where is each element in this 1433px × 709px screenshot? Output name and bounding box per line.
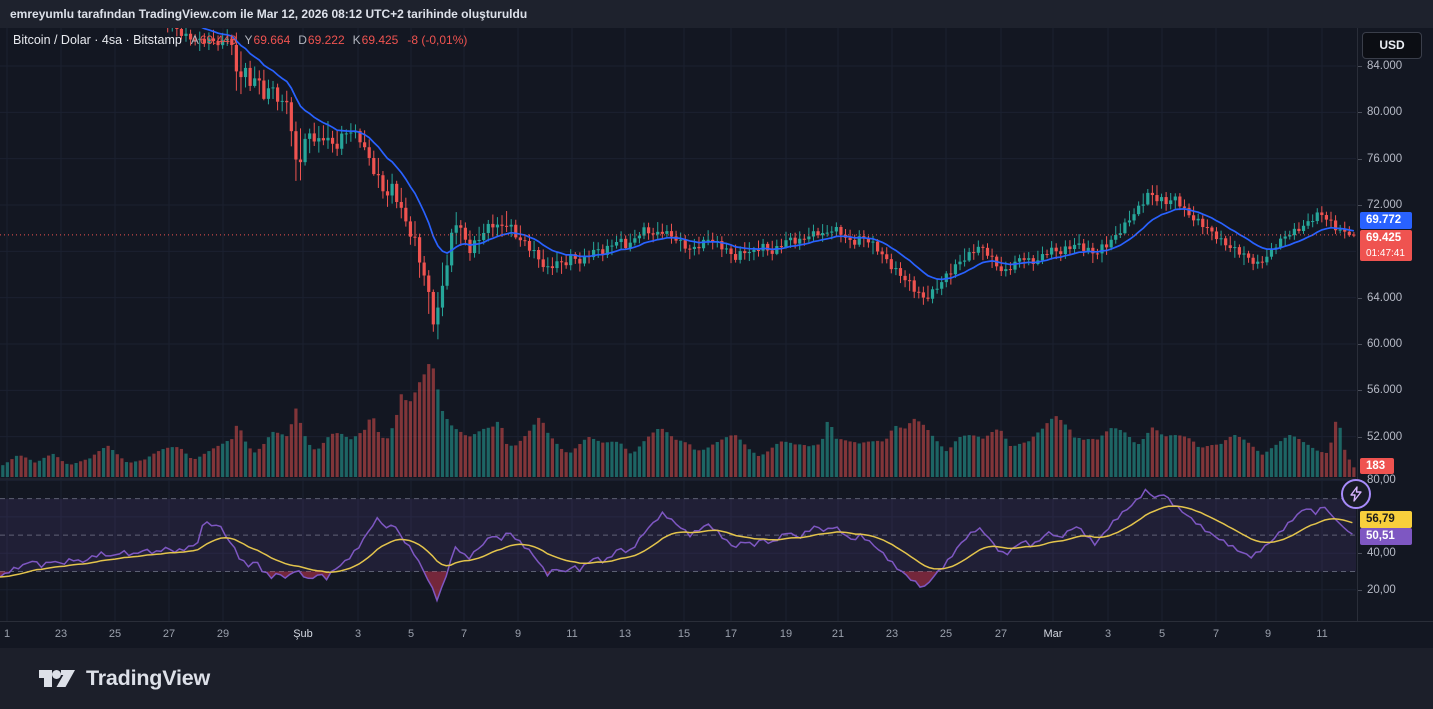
time-axis-label: 1 <box>3 628 11 640</box>
ohlc-value: 69.664 <box>253 33 291 47</box>
time-axis-label: 27 <box>994 628 1008 640</box>
price-axis-label: 56.000 <box>1367 384 1403 397</box>
ohlc-value: 69.425 <box>361 33 399 47</box>
time-axis-label: 23 <box>54 628 68 640</box>
axis-tick <box>1358 343 1362 345</box>
axis-tick <box>1358 589 1362 591</box>
time-axis-label: 23 <box>885 628 899 640</box>
time-axis-label: 29 <box>216 628 230 640</box>
rsi-ma-line <box>0 505 1353 578</box>
rsi-value-badge: 50,51 <box>1360 528 1412 545</box>
grid-layer <box>0 28 1356 621</box>
rsi-ma-value-badge: 56,79 <box>1360 511 1412 528</box>
attribution-text: emreyumlu tarafından TradingView.com ile… <box>10 7 528 21</box>
time-axis-label: 19 <box>779 628 793 640</box>
axis-tick <box>1358 66 1362 67</box>
attribution-bar: emreyumlu tarafından TradingView.com ile… <box>0 0 1433 28</box>
ohlc-value: 69.222 <box>307 33 345 47</box>
time-axis-label: 15 <box>677 628 691 640</box>
time-axis-label: 11 <box>566 628 578 640</box>
time-axis-label: 9 <box>1264 628 1272 640</box>
ohlc-label: A <box>190 33 199 47</box>
axis-tick <box>1358 553 1362 555</box>
axis-tick <box>1358 390 1362 392</box>
ma-line <box>201 28 1355 281</box>
price-axis-label: 40,00 <box>1367 547 1396 560</box>
price-axis-label: 64.000 <box>1367 291 1403 304</box>
axis-tick <box>1358 297 1362 299</box>
time-axis-label: 21 <box>831 628 845 640</box>
axis-tick <box>1358 158 1362 160</box>
time-axis-label: 27 <box>162 628 176 640</box>
time-axis-label: 25 <box>108 628 122 640</box>
time-axis-label: 5 <box>407 628 415 640</box>
ohlc-label: K <box>352 33 361 47</box>
time-axis-label: 3 <box>354 628 362 640</box>
volume-layer <box>1 364 1356 477</box>
time-axis-label: 7 <box>1212 628 1220 640</box>
ma-line-layer <box>201 28 1355 281</box>
candles-layer <box>167 28 1356 340</box>
time-axis-label: 3 <box>1104 628 1112 640</box>
ma-value-badge: 69.772 <box>1360 212 1412 229</box>
symbol-legend[interactable]: Bitcoin / Dolar · 4sa · Bitstamp A 69.448… <box>13 33 467 47</box>
time-axis-label: 11 <box>1316 628 1328 640</box>
axis-tick <box>1358 112 1362 114</box>
tradingview-wordmark[interactable]: TradingView <box>86 666 211 690</box>
tradingview-logo-icon[interactable] <box>37 667 77 690</box>
price-axis[interactable]: USD 84.000 80.000 76.000 72.000 64.000 60.000… <box>1357 28 1433 648</box>
time-axis-label: 7 <box>460 628 468 640</box>
last-price-value: 69.425 <box>1366 232 1402 244</box>
time-axis-label: 13 <box>618 628 632 640</box>
ohlc-pair: A 69.448 <box>191 33 237 47</box>
bar-countdown: 01:47:41 <box>1366 248 1405 259</box>
price-axis-label: 20,00 <box>1367 583 1396 596</box>
ohlc-label: Y <box>244 33 253 47</box>
symbol-title[interactable]: Bitcoin / Dolar · 4sa · Bitstamp <box>13 33 182 47</box>
price-axis-label: 76.000 <box>1367 152 1403 165</box>
time-axis-month-label: Şub <box>293 628 313 640</box>
volume-value-badge: 183 <box>1360 458 1394 474</box>
axis-tick <box>1358 436 1362 438</box>
rsi-band <box>0 498 1356 573</box>
ohlc-values: A 69.448 Y 69.664 D 69.222 K 69.425 <box>191 33 399 47</box>
time-axis-label: 9 <box>514 628 522 640</box>
rsi-line <box>0 488 1353 603</box>
price-axis-label: 52.000 <box>1367 430 1403 443</box>
boost-lightning-icon[interactable] <box>1341 479 1371 509</box>
price-axis-label: 84.000 <box>1367 60 1403 72</box>
time-axis-label: 17 <box>724 628 738 640</box>
change-value: -8 (-0,01%) <box>407 33 468 47</box>
last-price-badge: 69.425 01:47:41 <box>1360 230 1412 261</box>
chart-canvas[interactable] <box>0 28 1357 621</box>
axis-tick <box>1358 204 1362 206</box>
price-axis-label: 72.000 <box>1367 198 1403 211</box>
time-axis-month-label: Mar <box>1043 628 1063 640</box>
ohlc-value: 69.448 <box>199 33 237 47</box>
ohlc-pair: K 69.425 <box>353 33 399 47</box>
rsi-layer <box>0 488 1353 603</box>
price-axis-label: 80.000 <box>1367 106 1403 119</box>
time-axis-label: 5 <box>1158 628 1166 640</box>
price-axis-label: 60.000 <box>1367 337 1403 350</box>
ohlc-pair: D 69.222 <box>298 33 344 47</box>
ohlc-label: D <box>298 33 307 47</box>
footer-bar: TradingView <box>0 648 1433 709</box>
lightning-bolt-glyph <box>1350 486 1362 502</box>
time-axis[interactable]: 1 23 25 27 29 Şub 3 5 7 9 11 13 15 17 19 21 23 25 27 Mar 3 5 7… <box>0 621 1433 648</box>
time-axis-label: 25 <box>939 628 953 640</box>
currency-button[interactable]: USD <box>1362 32 1422 59</box>
price-axis-label: 80,00 <box>1367 474 1396 487</box>
ohlc-pair: Y 69.664 <box>245 33 291 47</box>
